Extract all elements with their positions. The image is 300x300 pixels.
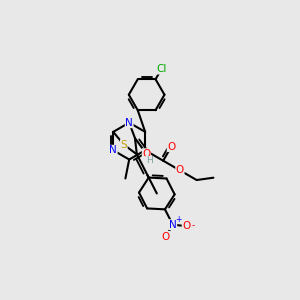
Text: O: O — [162, 232, 170, 242]
Text: H: H — [146, 156, 152, 165]
Text: O: O — [142, 149, 151, 159]
Text: Cl: Cl — [156, 64, 167, 74]
Text: S: S — [121, 140, 127, 150]
Text: O: O — [167, 142, 176, 152]
Text: N: N — [169, 220, 177, 230]
Text: +: + — [175, 215, 181, 224]
Text: -: - — [191, 222, 194, 231]
Text: O: O — [182, 221, 190, 231]
Text: N: N — [125, 118, 133, 128]
Text: O: O — [176, 165, 184, 176]
Text: N: N — [110, 145, 117, 155]
